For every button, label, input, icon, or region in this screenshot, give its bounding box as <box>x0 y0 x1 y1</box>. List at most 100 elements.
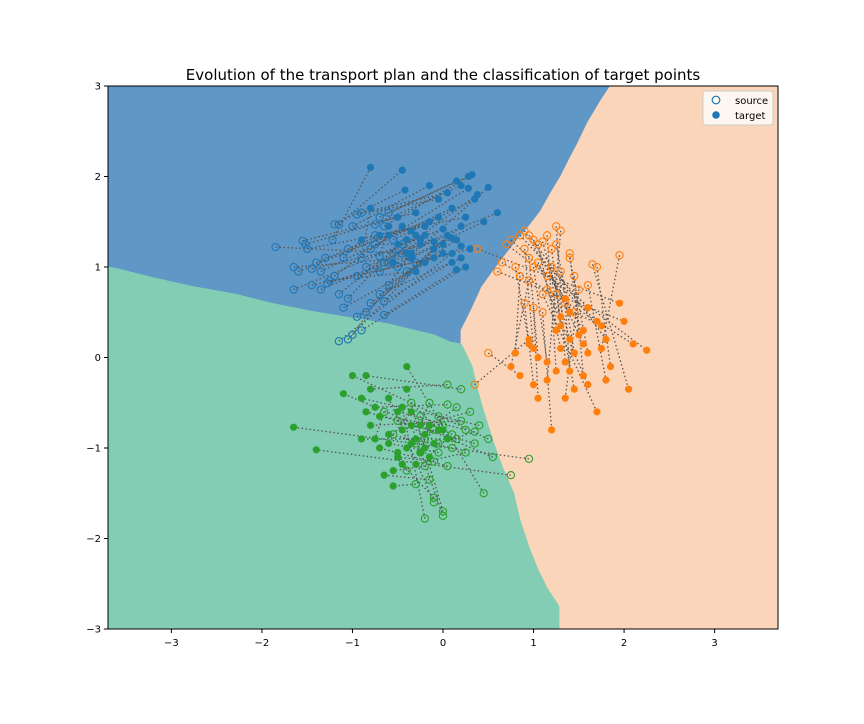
source-point <box>384 280 393 290</box>
source-point <box>565 249 574 258</box>
source-point <box>343 335 353 344</box>
source-point <box>466 407 475 416</box>
x-tick-label: −1 <box>345 638 360 649</box>
x-tick-label: 2 <box>621 638 627 649</box>
source-point <box>533 240 543 249</box>
target-point <box>484 183 492 191</box>
target-point <box>575 331 583 339</box>
transport-link <box>378 226 390 257</box>
source-point <box>524 276 534 285</box>
source-point <box>473 244 482 254</box>
transport-link <box>393 465 425 472</box>
target-point <box>457 222 465 230</box>
source-point <box>615 251 624 260</box>
source-point <box>434 412 443 421</box>
source-point <box>402 466 411 475</box>
transport-link <box>356 198 439 216</box>
source-point <box>443 461 452 471</box>
source-point <box>352 271 362 281</box>
source-point <box>542 285 552 294</box>
transport-link <box>415 451 466 465</box>
transport-link <box>523 248 535 349</box>
source-point <box>330 220 339 229</box>
target-point <box>434 213 443 221</box>
target-point <box>407 408 415 416</box>
source-point <box>343 244 353 254</box>
source-point <box>456 416 466 425</box>
source-point <box>515 271 525 281</box>
target-point <box>602 335 610 343</box>
source-point <box>339 303 348 312</box>
target-point <box>403 385 411 393</box>
target-point <box>430 439 438 448</box>
source-point <box>447 430 457 439</box>
transport-link <box>402 228 444 245</box>
source-point <box>456 385 466 394</box>
target-point <box>468 171 476 179</box>
source-point <box>293 267 303 276</box>
transport-link <box>370 384 448 390</box>
source-point <box>289 285 298 294</box>
transport-link <box>573 275 584 376</box>
target-point <box>557 322 565 330</box>
target-point <box>593 408 601 416</box>
source-point <box>443 380 452 389</box>
source-point <box>389 235 398 244</box>
source-point <box>348 330 357 340</box>
target-point <box>473 191 482 199</box>
transport-link <box>311 257 435 286</box>
source-point <box>352 210 362 219</box>
source-point <box>520 299 529 308</box>
source-point <box>334 337 344 346</box>
target-point <box>557 313 565 321</box>
y-tick-label: 1 <box>95 263 101 274</box>
target-point <box>385 231 393 239</box>
target-point <box>606 362 615 371</box>
points-layer <box>271 163 651 523</box>
target-point <box>425 421 434 429</box>
target-point <box>385 439 393 448</box>
source-point <box>429 498 439 507</box>
y-tick-label: −2 <box>86 534 101 545</box>
source-point <box>552 289 561 299</box>
target-point <box>448 249 456 258</box>
source-point <box>511 262 520 272</box>
target-point <box>543 376 551 384</box>
source-point <box>556 267 565 276</box>
transport-link <box>587 284 607 381</box>
target-point <box>439 249 447 258</box>
transport-link <box>532 239 584 345</box>
target-point <box>570 385 578 393</box>
target-point <box>425 181 434 190</box>
transport-link <box>393 241 435 255</box>
transport-link <box>528 234 607 340</box>
transport-link <box>537 262 562 318</box>
target-point <box>425 453 434 461</box>
source-point <box>348 222 357 231</box>
x-tick-label: −2 <box>255 638 270 649</box>
source-point <box>429 493 439 502</box>
target-point <box>511 349 520 357</box>
target-point <box>629 340 637 348</box>
target-point <box>584 304 592 312</box>
transport-link <box>546 235 557 372</box>
source-point <box>484 434 493 444</box>
target-point <box>421 222 429 230</box>
transport-link <box>361 266 466 331</box>
source-point <box>497 258 507 267</box>
target-point <box>480 218 488 226</box>
transport-link <box>383 261 453 302</box>
source-point <box>398 240 407 249</box>
target-point <box>416 448 424 457</box>
source-point <box>357 208 366 217</box>
source-point <box>322 279 332 288</box>
x-tick-label: 1 <box>530 638 536 649</box>
target-point <box>398 460 406 468</box>
target-point <box>430 254 438 262</box>
target-point <box>389 482 397 490</box>
target-point <box>421 444 429 452</box>
transport-link <box>569 253 580 335</box>
transport-link <box>406 388 444 512</box>
source-point <box>339 253 348 263</box>
